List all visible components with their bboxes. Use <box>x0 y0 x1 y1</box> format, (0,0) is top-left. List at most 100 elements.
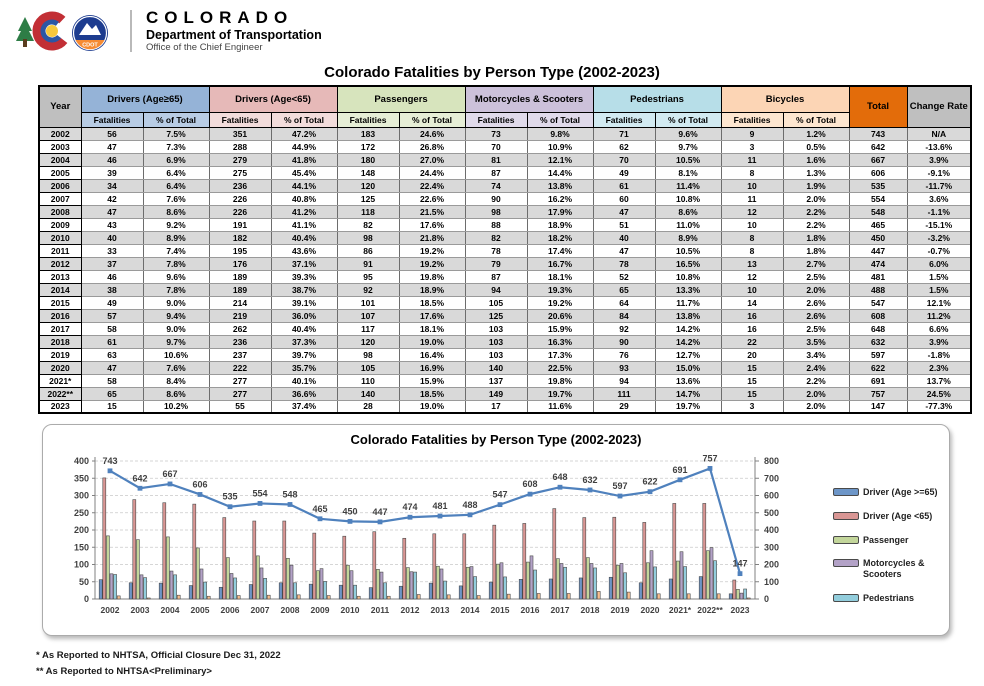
table-row: 2016 57 9.4% 219 36.0% 107 17.6% 125 20.6% 84 13.8… <box>38 308 972 323</box>
table-cell: 19.2% <box>398 243 466 258</box>
column-group-header: Year <box>38 85 82 128</box>
table-cell: 277 <box>208 386 272 401</box>
table-row: 2012 37 7.8% 176 37.1% 91 19.2% 79 16.7% 78 16.5% 1… <box>38 256 972 271</box>
table-cell: 2.0% <box>782 282 850 297</box>
table-cell: 2.0% <box>782 386 850 401</box>
year-cell: 2023 <box>38 399 82 414</box>
table-row: 2014 38 7.8% 189 38.7% 92 18.9% 94 19.3% 65 13.3% 1… <box>38 282 972 297</box>
table-cell: 55 <box>208 399 272 414</box>
svg-text:350: 350 <box>74 473 89 483</box>
table-cell: 20.6% <box>526 308 594 323</box>
table-cell: 13.7% <box>906 373 972 388</box>
svg-text:2005: 2005 <box>191 605 210 615</box>
table-cell: -11.7% <box>906 178 972 193</box>
svg-text:2013: 2013 <box>431 605 450 615</box>
table-cell: 78 <box>592 256 656 271</box>
table-cell: 17.6% <box>398 308 466 323</box>
table-cell: 58 <box>80 373 144 388</box>
table-cell: 73 <box>464 126 528 141</box>
brand-name: COLORADO <box>146 8 294 28</box>
table-cell: 15.0% <box>654 360 722 375</box>
table-cell: 262 <box>208 321 272 336</box>
table-cell: 86 <box>336 243 400 258</box>
table-cell: 3.9% <box>906 334 972 349</box>
table-cell: 43 <box>80 217 144 232</box>
column-sub-header: Fatalities <box>720 111 784 128</box>
table-cell: 12 <box>720 204 784 219</box>
table-cell: -77.3% <box>906 399 972 414</box>
svg-text:600: 600 <box>764 491 779 501</box>
table-cell: 10 <box>720 282 784 297</box>
svg-text:622: 622 <box>642 477 657 487</box>
table-cell: 13.6% <box>654 373 722 388</box>
table-cell: 15 <box>720 373 784 388</box>
table-cell: 105 <box>464 295 528 310</box>
table-cell: 474 <box>848 256 908 271</box>
svg-text:608: 608 <box>522 479 537 489</box>
table-cell: 62 <box>592 139 656 154</box>
table-cell: 125 <box>336 191 400 206</box>
table-cell: 45.4% <box>270 165 338 180</box>
table-cell: 9.0% <box>142 321 210 336</box>
table-cell: 82 <box>336 217 400 232</box>
table-cell: 11.6% <box>526 399 594 414</box>
table-cell: 691 <box>848 373 908 388</box>
table-cell: 6.4% <box>142 165 210 180</box>
column-group-header: Motorcycles & Scooters <box>464 85 594 113</box>
table-cell: 447 <box>848 243 908 258</box>
table-cell: 277 <box>208 373 272 388</box>
table-cell: 176 <box>208 256 272 271</box>
table-cell: 9.6% <box>654 126 722 141</box>
table-cell: 49 <box>80 295 144 310</box>
column-group-header: Total <box>848 85 908 128</box>
column-group-header: Drivers (Age<65) <box>208 85 338 113</box>
table-cell: 61 <box>80 334 144 349</box>
table-cell: 2.7% <box>782 256 850 271</box>
svg-text:200: 200 <box>764 560 779 570</box>
table-cell: 189 <box>208 269 272 284</box>
table-cell: 36.6% <box>270 386 338 401</box>
column-sub-header: % of Total <box>398 111 466 128</box>
svg-text:147: 147 <box>732 559 747 569</box>
table-cell: -3.2% <box>906 230 972 245</box>
table-cell: 26.8% <box>398 139 466 154</box>
table-cell: 1.8% <box>782 230 850 245</box>
svg-text:100: 100 <box>74 560 89 570</box>
table-cell: 1.3% <box>782 165 850 180</box>
table-cell: 667 <box>848 152 908 167</box>
table-cell: 19.2% <box>526 295 594 310</box>
table-cell: 71 <box>592 126 656 141</box>
table-title: Colorado Fatalities by Person Type (2002… <box>324 64 660 81</box>
year-cell: 2014 <box>38 282 82 297</box>
table-row: 2020 47 7.6% 222 35.7% 105 16.9% 140 22.5% 93 15.0… <box>38 360 972 375</box>
table-cell: 8.4% <box>142 373 210 388</box>
svg-text:2017: 2017 <box>551 605 570 615</box>
year-cell: 2009 <box>38 217 82 232</box>
table-cell: 8 <box>720 243 784 258</box>
table-cell: 40.1% <box>270 373 338 388</box>
table-cell: 608 <box>848 308 908 323</box>
legend-label: Motorcycles & Scooters <box>863 558 925 580</box>
table-cell: 44.1% <box>270 178 338 193</box>
table-cell: 40 <box>80 230 144 245</box>
table-cell: 189 <box>208 282 272 297</box>
header-divider <box>130 10 132 52</box>
table-cell: 3 <box>720 139 784 154</box>
table-cell: 226 <box>208 204 272 219</box>
legend-label: Passenger <box>863 534 909 545</box>
table-cell: 9 <box>720 126 784 141</box>
svg-text:2018: 2018 <box>581 605 600 615</box>
colorado-logo: CDOT <box>16 5 114 57</box>
svg-text:0: 0 <box>764 594 769 604</box>
svg-text:150: 150 <box>74 542 89 552</box>
svg-text:2010: 2010 <box>341 605 360 615</box>
table-cell: 111 <box>592 386 656 401</box>
table-cell: 7.3% <box>142 139 210 154</box>
table-cell: 95 <box>336 269 400 284</box>
table-cell: 6.6% <box>906 321 972 336</box>
table-cell: 18.5% <box>398 386 466 401</box>
table-cell: 22.5% <box>526 360 594 375</box>
table-cell: 8.9% <box>654 230 722 245</box>
fatalities-table: Year Drivers (Age≥65) Drivers (Age<65) Pass… <box>38 85 973 414</box>
legend-swatch-icon <box>833 488 859 496</box>
